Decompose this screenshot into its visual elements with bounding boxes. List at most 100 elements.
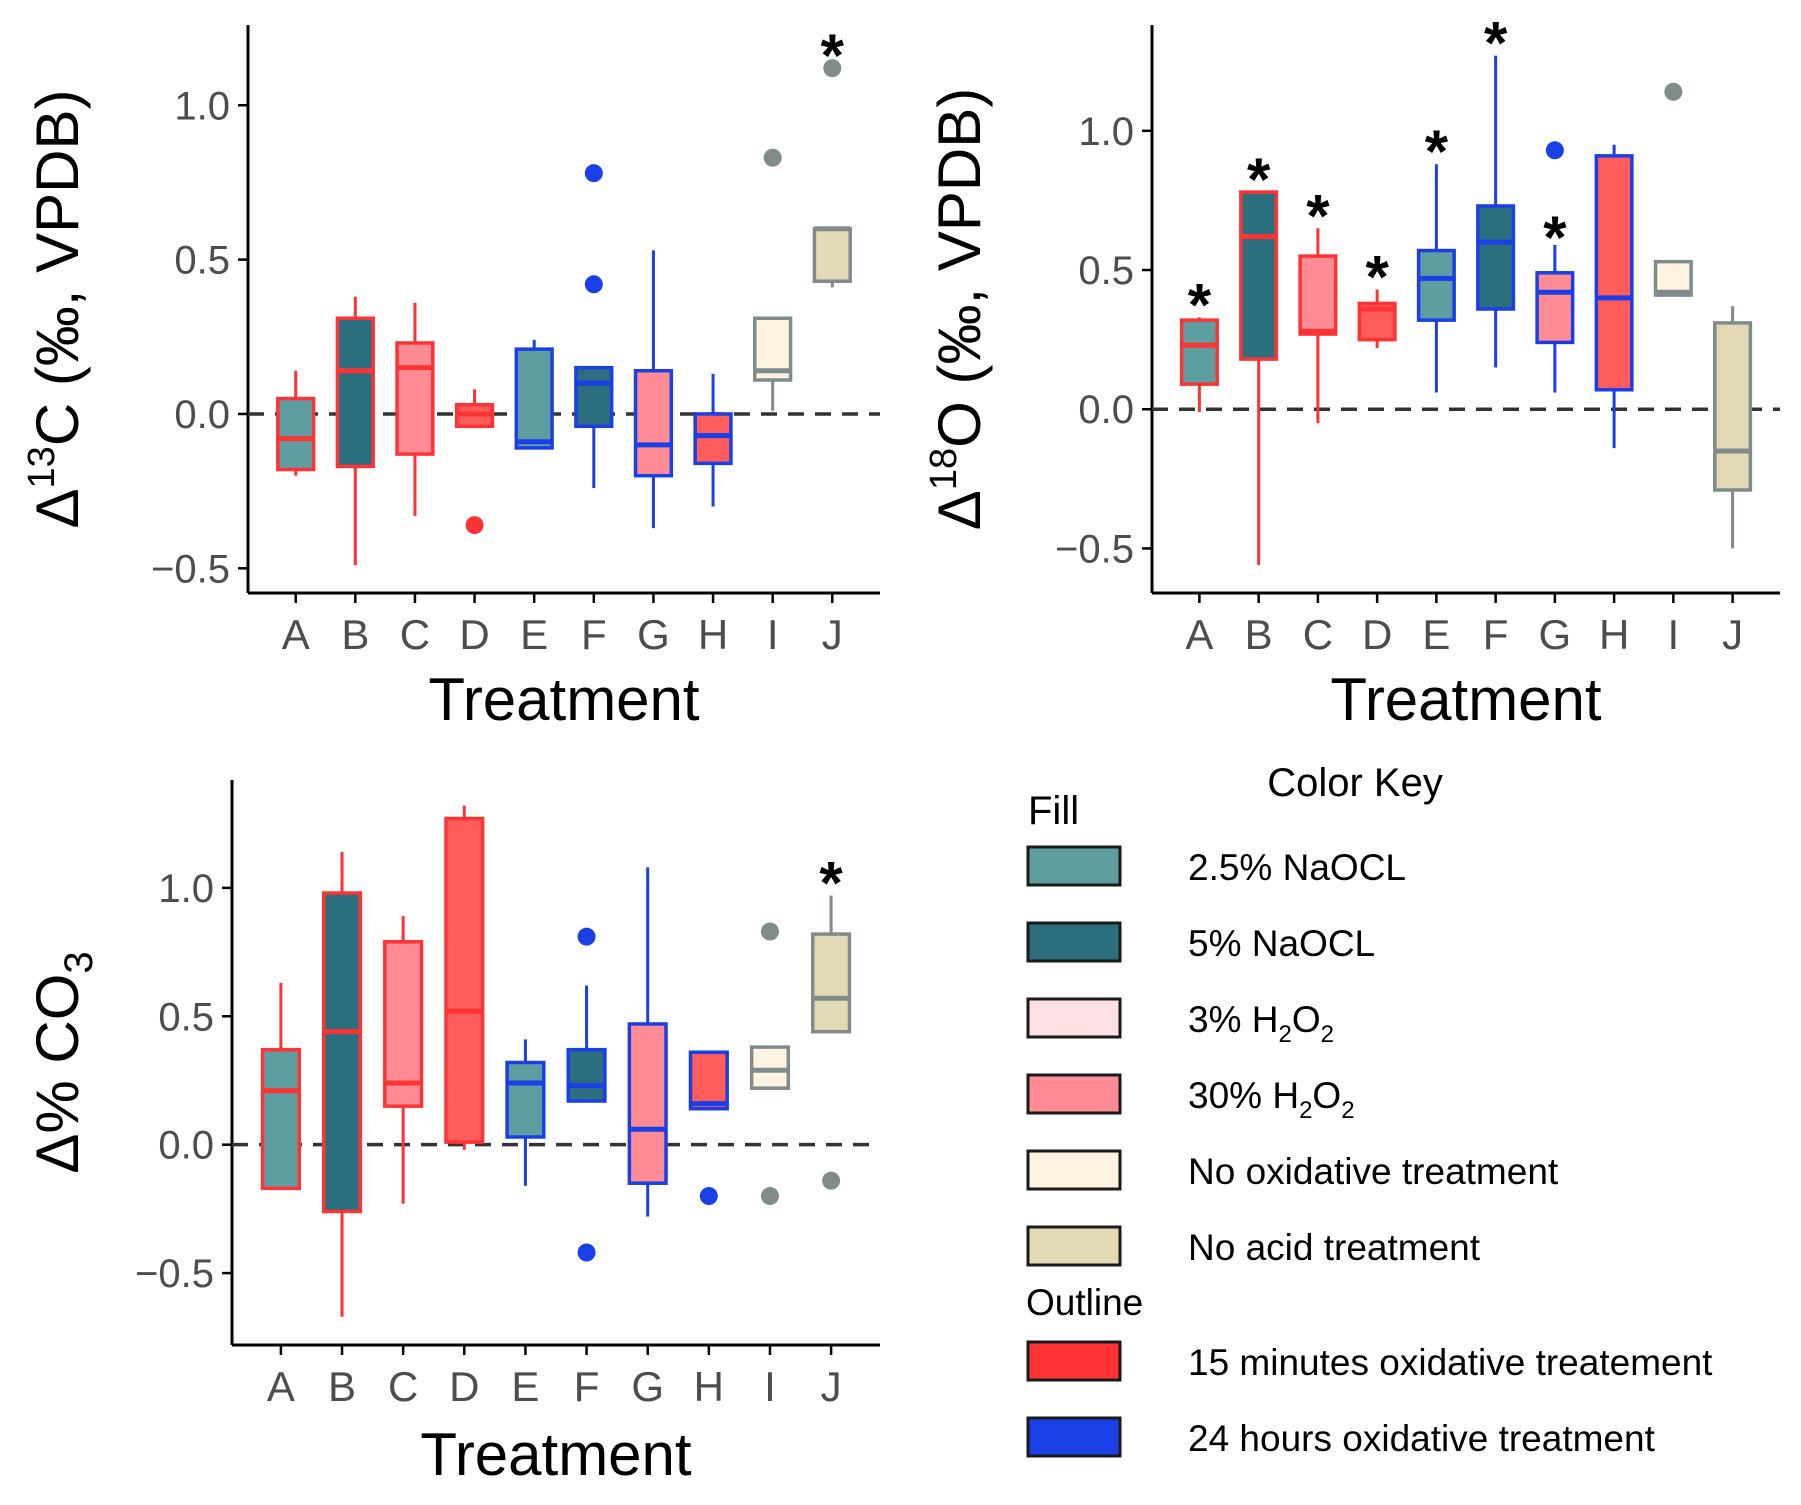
x-tick-label: H <box>698 611 728 658</box>
legend-outline-item: 15 minutes oxidative treatement <box>1026 1340 1713 1383</box>
box-body <box>505 1060 546 1139</box>
legend-swatch <box>1026 845 1122 887</box>
x-tick-label: C <box>1303 611 1333 658</box>
y-axis-title: Δ% CO3 <box>24 951 101 1173</box>
x-tick-label: J <box>1722 611 1743 658</box>
panel-d13c: −0.5 0.0 0.5 1.0 A B C D E F G H I J * Treatment Δ13C (‰… <box>21 22 880 733</box>
x-tick-label: I <box>767 611 779 658</box>
x-tick-label: C <box>400 611 430 658</box>
box-A <box>260 982 301 1191</box>
y-tick-label: 0.0 <box>158 1124 214 1168</box>
legend-fill-item: 3% H2O2 <box>1026 997 1334 1048</box>
x-tick-label: H <box>694 1363 724 1410</box>
box-H <box>1594 144 1634 449</box>
significance-star: * <box>1188 271 1212 338</box>
y-tick-label: −0.5 <box>151 547 230 591</box>
y-tick-label: 0.0 <box>174 393 230 437</box>
outlier-point <box>699 1187 718 1206</box>
box-F <box>574 164 614 489</box>
legend-swatch <box>1026 921 1122 963</box>
x-tick-label: E <box>511 1363 539 1410</box>
legend-label: No acid treatment <box>1188 1227 1481 1268</box>
significance-star: * <box>1365 244 1389 311</box>
y-tick-label: 1.0 <box>174 84 230 128</box>
x-tick-label: B <box>1245 611 1273 658</box>
box-G <box>633 250 674 529</box>
y-tick-label: 0.0 <box>1078 388 1134 432</box>
box-body <box>1298 254 1338 336</box>
box-G: * <box>1535 141 1575 393</box>
legend-label: 24 hours oxidative treatment <box>1188 1418 1656 1459</box>
box-E: * <box>1416 118 1456 393</box>
y-tick-label: 1.0 <box>1078 110 1134 154</box>
x-tick-label: I <box>1668 611 1680 658</box>
legend-label: 2.5% NaOCL <box>1188 847 1406 888</box>
legend-fill-item: No oxidative treatment <box>1026 1149 1559 1192</box>
x-tick-label: A <box>1185 611 1213 658</box>
legend-label: 5% NaOCL <box>1188 923 1375 964</box>
x-axis-title: Treatment <box>420 1421 692 1488</box>
significance-star: * <box>1306 182 1330 249</box>
legend-label: 30% H2O2 <box>1188 1075 1355 1124</box>
box-C: * <box>1298 182 1338 424</box>
box-body <box>444 816 485 1144</box>
y-tick-label: 1.0 <box>158 867 214 911</box>
box-body <box>321 891 363 1214</box>
significance-star: * <box>821 22 845 89</box>
box-body <box>276 396 316 472</box>
box-F <box>566 927 607 1262</box>
box-body <box>335 316 375 469</box>
box-H <box>688 1050 729 1206</box>
legend-label: No oxidative treatment <box>1188 1151 1559 1192</box>
legend-swatch <box>1026 1416 1122 1458</box>
legend-swatch <box>1026 997 1122 1039</box>
box-B: * <box>1239 146 1279 566</box>
box-body <box>1653 259 1693 297</box>
box-body <box>260 1047 301 1191</box>
box-body <box>1594 154 1634 392</box>
box-body <box>1416 248 1456 322</box>
panel-dco3: −0.5 0.0 0.5 1.0 A B C D E F G H I J * Treatment Δ% CO3 <box>24 780 880 1488</box>
box-E <box>505 1039 546 1186</box>
box-D <box>444 805 485 1150</box>
legend-swatch <box>1026 1073 1122 1115</box>
box-body <box>1179 318 1219 386</box>
outlier-point <box>760 1187 779 1206</box>
y-tick-label: −0.5 <box>135 1252 214 1296</box>
x-tick-label: H <box>1599 611 1629 658</box>
outlier-point <box>577 1243 596 1262</box>
box-B <box>321 851 363 1317</box>
legend-outline-heading: Outline <box>1026 1282 1143 1323</box>
legend-fill-heading: Fill <box>1028 789 1079 833</box>
box-I <box>1653 82 1693 297</box>
significance-star: * <box>1425 118 1449 185</box>
box-I <box>753 148 793 411</box>
x-tick-label: J <box>822 611 843 658</box>
box-C <box>395 302 435 516</box>
box-body <box>627 1022 668 1185</box>
x-axis-title: Treatment <box>1330 666 1602 733</box>
box-J <box>1713 306 1753 549</box>
box-body <box>514 347 554 450</box>
outlier-point <box>822 1171 841 1190</box>
significance-star: * <box>1247 146 1271 213</box>
x-tick-label: B <box>328 1363 356 1410</box>
x-tick-label: F <box>1483 611 1509 658</box>
legend-swatch <box>1026 1225 1122 1267</box>
x-tick-label: D <box>459 611 489 658</box>
box-body <box>693 412 733 466</box>
box-C <box>383 916 424 1204</box>
box-B <box>335 296 375 566</box>
x-tick-label: B <box>341 611 369 658</box>
box-I <box>749 922 791 1206</box>
x-tick-label: F <box>574 1363 600 1410</box>
box-body <box>1476 204 1516 311</box>
box-J: * <box>811 850 852 1190</box>
y-tick-label: 0.5 <box>174 239 230 283</box>
box-body <box>688 1050 729 1111</box>
legend-fill-item: No acid treatment <box>1026 1225 1481 1268</box>
box-body <box>1535 271 1575 345</box>
legend-swatch <box>1026 1149 1122 1191</box>
box-body <box>383 940 424 1108</box>
